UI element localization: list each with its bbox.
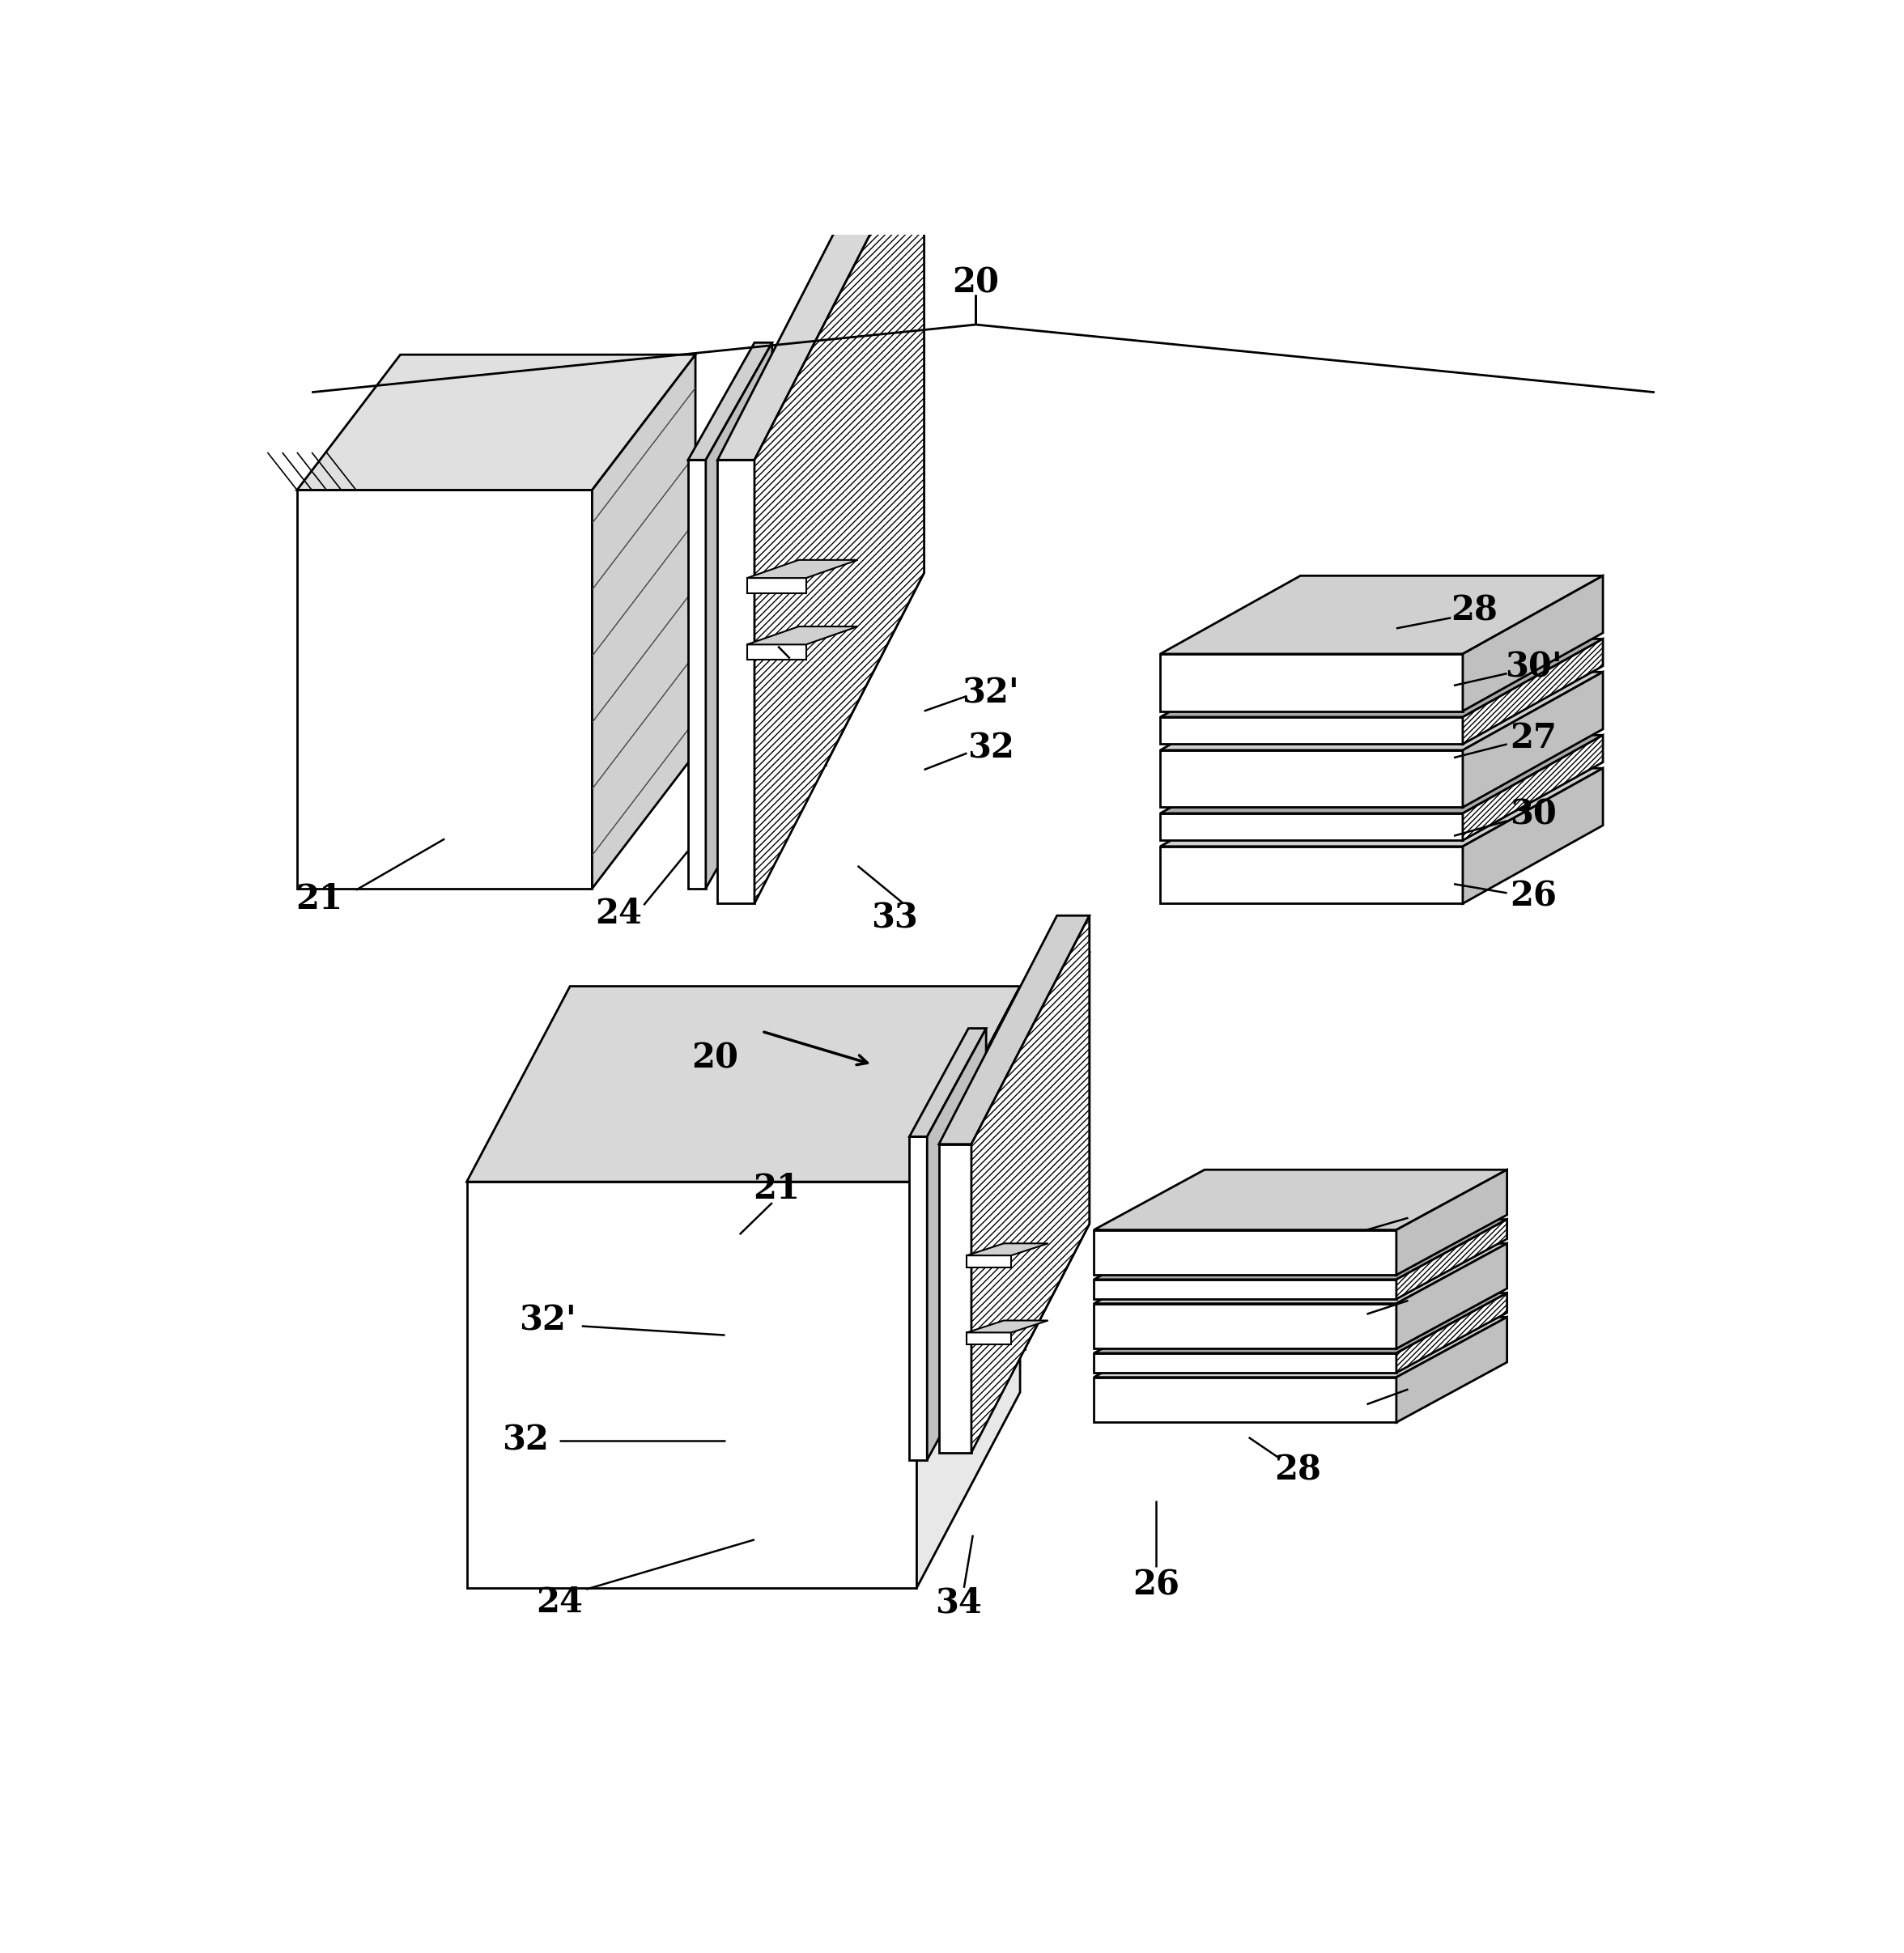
Polygon shape (592, 355, 695, 889)
Polygon shape (1462, 734, 1603, 840)
Polygon shape (910, 1137, 927, 1461)
Polygon shape (1093, 1377, 1396, 1422)
Polygon shape (1160, 717, 1462, 744)
Polygon shape (1093, 1219, 1508, 1279)
Polygon shape (1160, 654, 1462, 711)
Polygon shape (1093, 1303, 1396, 1350)
Polygon shape (1093, 1170, 1508, 1230)
Text: 32': 32' (520, 1303, 577, 1338)
Polygon shape (1160, 672, 1603, 750)
Text: 28: 28 (1274, 1453, 1321, 1488)
Polygon shape (788, 182, 923, 375)
Polygon shape (466, 986, 1021, 1182)
Text: 20: 20 (952, 266, 1000, 299)
Polygon shape (918, 986, 1021, 1588)
Polygon shape (788, 375, 826, 766)
Polygon shape (297, 490, 592, 889)
Polygon shape (967, 1332, 1011, 1344)
Polygon shape (1093, 1230, 1396, 1275)
Text: 28: 28 (1451, 594, 1498, 627)
Polygon shape (1160, 639, 1603, 717)
Polygon shape (754, 129, 923, 904)
Polygon shape (967, 1256, 1011, 1267)
Text: 34: 34 (935, 1586, 982, 1619)
Text: 30': 30' (1411, 1191, 1468, 1226)
Polygon shape (1160, 846, 1462, 904)
Text: 27: 27 (1510, 721, 1557, 756)
Polygon shape (1396, 1219, 1508, 1299)
Text: 30: 30 (1417, 1363, 1462, 1396)
Polygon shape (1093, 1316, 1508, 1377)
Polygon shape (939, 1144, 971, 1453)
Polygon shape (1462, 672, 1603, 807)
Polygon shape (687, 342, 773, 461)
Polygon shape (1093, 1353, 1396, 1373)
Polygon shape (967, 1244, 1047, 1256)
Text: 27: 27 (1417, 1275, 1462, 1309)
Polygon shape (939, 916, 1089, 1144)
Polygon shape (1160, 576, 1603, 654)
Text: 21: 21 (754, 1172, 800, 1207)
Polygon shape (297, 355, 695, 490)
Polygon shape (1160, 812, 1462, 840)
Text: 26: 26 (1510, 879, 1557, 914)
Polygon shape (1093, 1279, 1396, 1299)
Polygon shape (1160, 768, 1603, 846)
Polygon shape (1160, 734, 1603, 812)
Polygon shape (826, 182, 923, 766)
Polygon shape (1462, 639, 1603, 744)
Polygon shape (1396, 1316, 1508, 1422)
Polygon shape (910, 1029, 986, 1137)
Polygon shape (1093, 1293, 1508, 1353)
Polygon shape (992, 953, 1089, 1078)
Text: 24: 24 (596, 896, 642, 932)
Text: 21: 21 (295, 883, 343, 916)
Polygon shape (1396, 1244, 1508, 1350)
Polygon shape (687, 461, 706, 889)
Text: 32': 32' (962, 676, 1019, 711)
Polygon shape (746, 644, 805, 660)
Polygon shape (466, 1182, 918, 1588)
Polygon shape (1462, 576, 1603, 711)
Polygon shape (746, 578, 805, 594)
Polygon shape (992, 1078, 1024, 1350)
Polygon shape (746, 561, 857, 578)
Text: 20: 20 (691, 1041, 739, 1076)
Text: 26: 26 (1133, 1568, 1179, 1601)
Text: 30': 30' (1504, 650, 1561, 684)
Polygon shape (971, 916, 1089, 1453)
Text: 30: 30 (1510, 799, 1557, 832)
Polygon shape (718, 459, 754, 904)
Polygon shape (718, 129, 923, 459)
Polygon shape (1160, 750, 1462, 807)
Polygon shape (1024, 953, 1089, 1350)
Polygon shape (1396, 1170, 1508, 1275)
Polygon shape (1396, 1293, 1508, 1373)
Text: 33: 33 (872, 902, 918, 935)
Text: 32: 32 (967, 732, 1015, 766)
Polygon shape (1093, 1244, 1508, 1303)
Polygon shape (746, 627, 857, 644)
Polygon shape (1462, 768, 1603, 904)
Text: 32: 32 (503, 1424, 548, 1457)
Text: 24: 24 (537, 1586, 583, 1619)
Polygon shape (967, 1320, 1047, 1332)
Text: 34: 34 (735, 621, 783, 654)
Polygon shape (706, 342, 773, 889)
Polygon shape (927, 1029, 986, 1461)
